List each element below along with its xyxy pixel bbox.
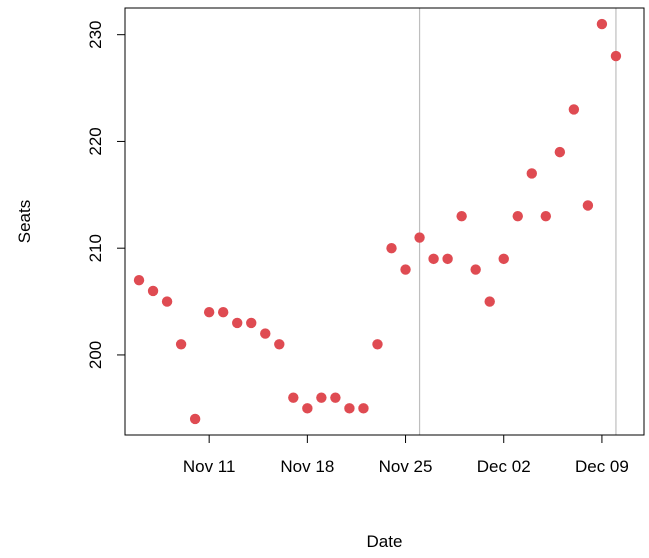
data-point: [133, 275, 145, 286]
data-point: [217, 307, 229, 318]
data-point: [274, 339, 285, 350]
data-point: [147, 285, 159, 297]
data-point: [288, 392, 299, 403]
data-point: [498, 253, 509, 265]
plot-frame: [124, 7, 645, 436]
data-point: [582, 200, 594, 211]
data-point: [386, 242, 397, 254]
data-point: [372, 339, 383, 350]
data-points: [133, 18, 622, 425]
y-tick-label: 230: [86, 21, 105, 49]
y-tick-label: 200: [86, 341, 105, 369]
data-point: [400, 264, 411, 275]
y-tick-label: 210: [86, 234, 105, 262]
x-tick-label: Nov 18: [280, 457, 334, 476]
y-axis-title: Seats: [15, 200, 34, 243]
data-point: [189, 413, 201, 425]
data-point: [302, 403, 313, 414]
x-axis-title: Date: [367, 532, 403, 551]
data-point: [554, 146, 566, 158]
data-point: [484, 296, 495, 307]
y-axis: 200 210 220 230: [86, 21, 125, 369]
data-point: [610, 50, 622, 62]
data-point: [470, 264, 481, 275]
x-axis: Nov 11 Nov 18 Nov 25 Dec 02 Dec 09: [183, 435, 629, 476]
data-point: [414, 232, 425, 243]
vertical-reference-lines: [418, 8, 617, 435]
x-tick-label: Dec 02: [477, 457, 531, 476]
data-point: [512, 210, 523, 222]
data-point: [358, 403, 369, 414]
data-point: [526, 168, 537, 179]
data-point: [246, 317, 257, 329]
data-point: [540, 210, 552, 222]
data-point: [203, 307, 215, 318]
data-point: [175, 339, 187, 350]
data-point: [596, 18, 608, 30]
data-point: [232, 317, 243, 329]
x-tick-label: Nov 11: [183, 457, 236, 476]
x-tick-label: Dec 09: [575, 457, 629, 476]
data-point: [568, 104, 580, 115]
data-point: [442, 253, 453, 265]
data-point: [260, 328, 271, 339]
data-point: [428, 253, 439, 265]
data-point: [344, 403, 355, 414]
x-tick-label: Nov 25: [379, 457, 433, 476]
y-tick-label: 220: [86, 127, 105, 155]
data-point: [456, 210, 467, 222]
data-point: [330, 392, 341, 403]
data-point: [316, 392, 327, 403]
data-point: [161, 296, 173, 307]
